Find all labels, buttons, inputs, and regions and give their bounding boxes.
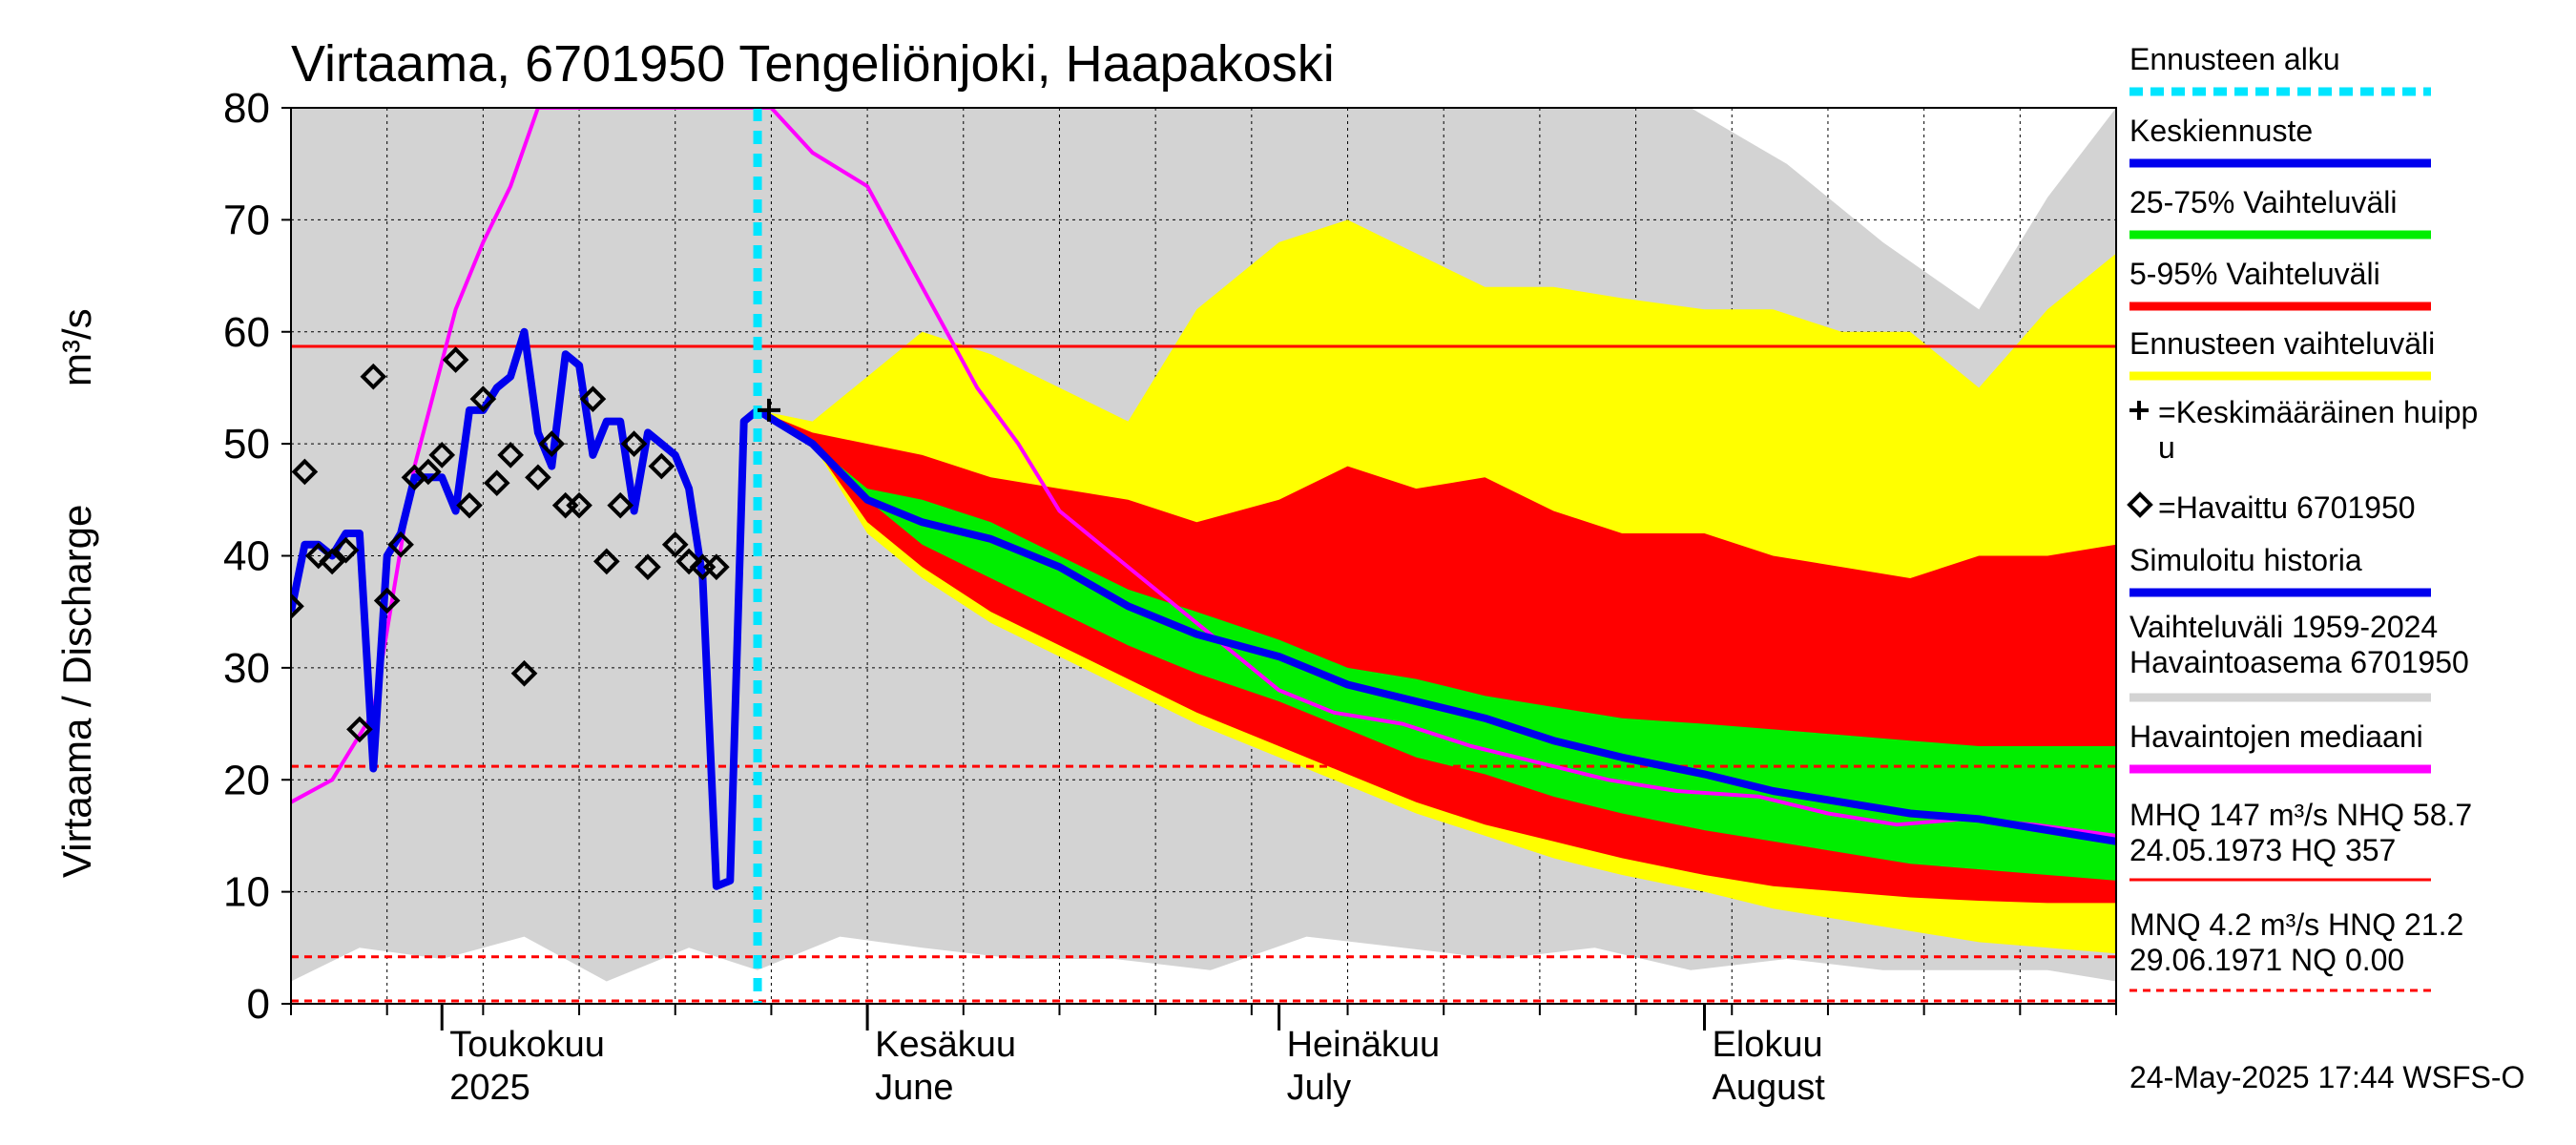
simulated-history-line: [291, 327, 760, 890]
observed-point: [675, 548, 702, 575]
observed-median-line: [291, 108, 2116, 838]
month-label-en: August: [1712, 1068, 1825, 1108]
y-axis-label-text: Virtaama / Discharge: [54, 505, 99, 878]
stats-line-2: 24.05.1973 HQ 357: [2129, 833, 2396, 867]
observed-point: [332, 536, 360, 564]
legend-label: Ennusteen alku: [2129, 42, 2340, 76]
legend-label: Simuloitu historia: [2129, 543, 2362, 577]
stats-line-4: 29.06.1971 NQ 0.00: [2129, 943, 2404, 977]
month-label-fi: Kesäkuu: [875, 1025, 1016, 1065]
legend: Ennusteen alku Keskiennuste 25-75% Vaihtel…: [2127, 42, 2478, 774]
observed-point: [538, 430, 566, 457]
chart-title: Virtaama, 6701950 Tengeliönjoki, Haapako…: [291, 35, 1335, 93]
y-tick-label: 40: [223, 533, 270, 580]
legend-label: Havaintojen mediaani: [2129, 719, 2423, 754]
month-label-en: June: [875, 1068, 953, 1108]
y-tick-label: 80: [223, 85, 270, 132]
observed-point: [497, 442, 524, 468]
observed-point: [634, 553, 661, 581]
legend-label: Keskiennuste: [2129, 114, 2313, 148]
legend-item: 5-95% Vaihteluväli: [2129, 257, 2431, 311]
month-label-fi: Heinäkuu: [1287, 1025, 1441, 1065]
observed-point: [483, 469, 510, 497]
plot-area: [291, 108, 2116, 1004]
observed-point: [469, 385, 497, 413]
legend-label: 25-75% Vaihteluväli: [2129, 185, 2397, 219]
stats-line-3: MNQ 4.2 m³/s HNQ 21.2: [2129, 907, 2463, 942]
legend-label-2: Havaintoasema 6701950: [2129, 645, 2469, 679]
legend-item: Simuloitu historia: [2129, 543, 2431, 597]
month-label-en: July: [1287, 1068, 1352, 1108]
observed-point: [291, 458, 319, 486]
y-tick-label: 20: [223, 757, 270, 803]
observed-point: [387, 531, 414, 558]
legend-diamond-marker: [2127, 491, 2153, 518]
y-tick-label: 10: [223, 869, 270, 916]
observed-point: [648, 452, 675, 480]
observed-point: [661, 531, 689, 558]
legend-label-2: u: [2158, 430, 2175, 465]
legend-label: Ennusteen vaihteluväli: [2129, 326, 2435, 361]
legend-label: =Havaittu 6701950: [2158, 490, 2416, 525]
observed-point: [291, 593, 304, 620]
mean-peak-marker: [758, 398, 781, 422]
legend-item: =Havaittu 6701950: [2127, 490, 2416, 525]
observed-point: [703, 553, 730, 581]
y-tick-label: 50: [223, 421, 270, 468]
legend-label: =Keskimääräinen huipp: [2158, 395, 2478, 429]
observed-point: [579, 385, 607, 413]
observed-point: [620, 430, 648, 457]
legend-item: Vaihteluväli 1959-2024 Havaintoasema 670…: [2129, 610, 2469, 702]
observed-point: [566, 491, 592, 519]
legend-item: 25-75% Vaihteluväli: [2129, 185, 2431, 239]
observed-point: [456, 491, 483, 519]
y-tick-label: 0: [247, 981, 270, 1028]
legend-item: Ennusteen vaihteluväli: [2129, 326, 2435, 381]
legend-label: Vaihteluväli 1959-2024: [2129, 610, 2438, 644]
observed-point: [607, 491, 634, 519]
legend-item: Ennusteen alku: [2129, 42, 2431, 96]
stats-block: MHQ 147 m³/s NHQ 58.7 24.05.1973 HQ 357 …: [2129, 798, 2472, 992]
observed-point: [346, 716, 373, 743]
y-tick-label: 70: [223, 197, 270, 243]
observed-point: [415, 458, 442, 486]
observed-point: [525, 464, 551, 491]
observed-point: [319, 548, 345, 575]
footer-timestamp: 24-May-2025 17:44 WSFS-O: [2129, 1060, 2524, 1094]
observed-point: [428, 442, 456, 468]
observed-point: [360, 363, 387, 390]
observed-point: [373, 587, 401, 614]
month-label-fi: Toukokuu: [449, 1025, 605, 1065]
y-axis-unit: m³/s: [54, 308, 99, 386]
observed-point: [442, 346, 469, 373]
legend-item: Havaintojen mediaani: [2129, 719, 2431, 774]
mean-forecast-line: [755, 406, 2116, 845]
month-label-en: 2025: [449, 1068, 530, 1108]
observed-point: [510, 659, 538, 687]
month-label-fi: Elokuu: [1712, 1025, 1822, 1065]
observed-point: [592, 548, 620, 575]
stats-line-1: MHQ 147 m³/s NHQ 58.7: [2129, 798, 2472, 832]
legend-label: 5-95% Vaihteluväli: [2129, 257, 2380, 291]
y-axis-label: Virtaama / Discharge m³/s: [54, 308, 99, 878]
legend-item: Keskiennuste: [2129, 114, 2431, 168]
band-25-75: [758, 409, 2116, 881]
y-tick-label: 30: [223, 645, 270, 692]
y-tick-label: 60: [223, 309, 270, 356]
legend-plus-marker: [2129, 401, 2149, 420]
observed-point: [304, 542, 332, 570]
